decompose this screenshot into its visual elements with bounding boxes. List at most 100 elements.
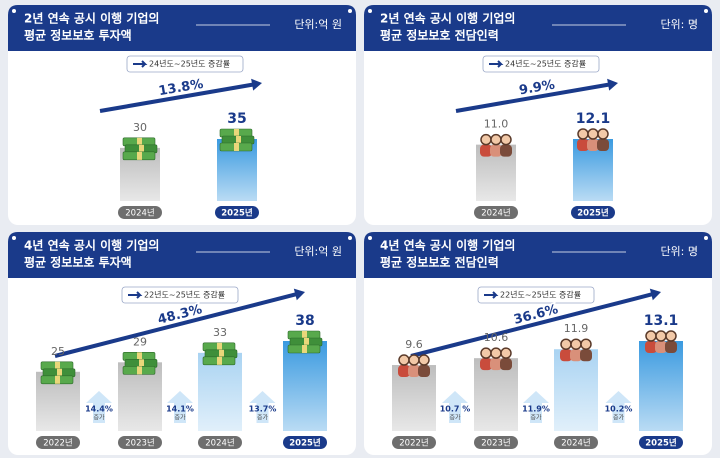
step-note: 증가 bbox=[93, 414, 105, 422]
growth-arrow bbox=[455, 82, 611, 113]
legend-text: 22년도~25년도 증감률 bbox=[144, 290, 225, 300]
value-label: 9.6 bbox=[405, 338, 423, 351]
step-arrow bbox=[249, 391, 276, 423]
category-label: 2025년 bbox=[645, 438, 677, 449]
growth-arrow bbox=[99, 82, 255, 113]
step-note: 증가 bbox=[449, 414, 461, 422]
category-label: 2024년 bbox=[205, 438, 234, 449]
value-label: 33 bbox=[213, 326, 227, 339]
panel-title: 2년 연속 공시 이행 기업의 bbox=[380, 11, 515, 26]
panel-header bbox=[8, 5, 356, 51]
step-change: 11.9% bbox=[522, 405, 550, 414]
panel-body bbox=[364, 5, 712, 225]
category-label: 2024년 bbox=[125, 208, 154, 219]
unit-label: 단위: 명 bbox=[660, 18, 698, 31]
step-change: 13.7% bbox=[249, 405, 277, 414]
value-label: 35 bbox=[227, 111, 246, 127]
bar bbox=[639, 341, 683, 431]
category-pill bbox=[571, 206, 615, 219]
category-label: 2023년 bbox=[481, 438, 510, 449]
unit-label: 단위: 명 bbox=[660, 245, 698, 258]
step-note: 증가 bbox=[174, 414, 186, 422]
step-arrow bbox=[86, 391, 112, 423]
step-note: 증가 bbox=[257, 414, 269, 422]
step-arrow bbox=[167, 391, 193, 423]
value-label: 11.9 bbox=[564, 322, 589, 335]
value-label: 12.1 bbox=[576, 111, 611, 127]
bar bbox=[474, 358, 518, 431]
step-note: 증가 bbox=[530, 414, 542, 422]
value-label: 25 bbox=[51, 345, 65, 358]
legend-arrow bbox=[489, 60, 504, 68]
panel-title: 4년 연속 공시 이행 기업의 bbox=[380, 238, 515, 253]
step-arrow bbox=[523, 391, 549, 423]
step-change: 14.1% bbox=[166, 405, 194, 414]
bar bbox=[554, 349, 598, 431]
legend-arrow bbox=[128, 291, 143, 299]
panel-title: 2년 연속 공시 이행 기업의 bbox=[24, 11, 159, 26]
category-label: 2022년 bbox=[43, 438, 72, 449]
category-pill bbox=[36, 436, 80, 449]
growth-arrow-head bbox=[293, 288, 305, 301]
legend-box bbox=[121, 286, 239, 304]
growth-arrow bbox=[54, 292, 298, 358]
panel-title: 평균 정보보호 투자액 bbox=[24, 28, 132, 43]
category-pill bbox=[639, 436, 683, 449]
category-pill bbox=[118, 436, 162, 449]
growth-label: 9.9% bbox=[518, 78, 556, 99]
panel-title: 평균 정보보호 투자액 bbox=[24, 255, 132, 270]
growth-arrow-head bbox=[251, 78, 262, 91]
category-pill bbox=[215, 206, 259, 219]
legend-text: 24년도~25년도 증감률 bbox=[505, 59, 586, 69]
panel-body bbox=[8, 5, 356, 225]
step-change: 10.7 % bbox=[440, 405, 471, 414]
bar bbox=[283, 341, 327, 431]
value-label: 30 bbox=[133, 121, 147, 134]
category-pill bbox=[474, 206, 518, 219]
value-label: 38 bbox=[295, 313, 314, 329]
step-note: 증가 bbox=[613, 414, 625, 422]
panel-header bbox=[8, 232, 356, 278]
category-pill bbox=[474, 436, 518, 449]
bar bbox=[198, 352, 242, 431]
growth-arrow-head bbox=[607, 78, 618, 91]
step-change: 10.2% bbox=[605, 405, 633, 414]
unit-label: 단위:억 원 bbox=[294, 245, 342, 258]
legend-text: 22년도~25년도 증감률 bbox=[500, 290, 581, 300]
step-arrow bbox=[605, 391, 632, 423]
value-label: 13.1 bbox=[644, 313, 679, 329]
category-label: 2022년 bbox=[399, 438, 428, 449]
growth-arrow bbox=[410, 292, 654, 358]
legend-box bbox=[482, 55, 600, 73]
panel-title: 평균 정보보호 전담인력 bbox=[380, 28, 499, 43]
category-label: 2025년 bbox=[221, 208, 253, 219]
category-pill bbox=[118, 206, 162, 219]
category-label: 2025년 bbox=[289, 438, 321, 449]
category-pill bbox=[554, 436, 598, 449]
legend-box bbox=[126, 55, 244, 73]
category-pill bbox=[283, 436, 327, 449]
unit-label: 단위:억 원 bbox=[294, 18, 342, 31]
step-change: 14.4% bbox=[85, 405, 113, 414]
step-arrow bbox=[442, 391, 468, 423]
panel-title: 평균 정보보호 전담인력 bbox=[380, 255, 499, 270]
legend-box bbox=[477, 286, 595, 304]
panel-header bbox=[364, 232, 712, 278]
legend-arrow bbox=[133, 60, 148, 68]
panel-title: 4년 연속 공시 이행 기업의 bbox=[24, 238, 159, 253]
legend-text: 24년도~25년도 증감률 bbox=[149, 59, 230, 69]
category-label: 2025년 bbox=[577, 208, 609, 219]
panel-header bbox=[364, 5, 712, 51]
category-label: 2024년 bbox=[561, 438, 590, 449]
category-label: 2023년 bbox=[125, 438, 154, 449]
growth-arrow-head bbox=[649, 288, 661, 301]
legend-arrow bbox=[484, 291, 499, 299]
value-label: 29 bbox=[133, 335, 147, 348]
category-label: 2024년 bbox=[481, 208, 510, 219]
